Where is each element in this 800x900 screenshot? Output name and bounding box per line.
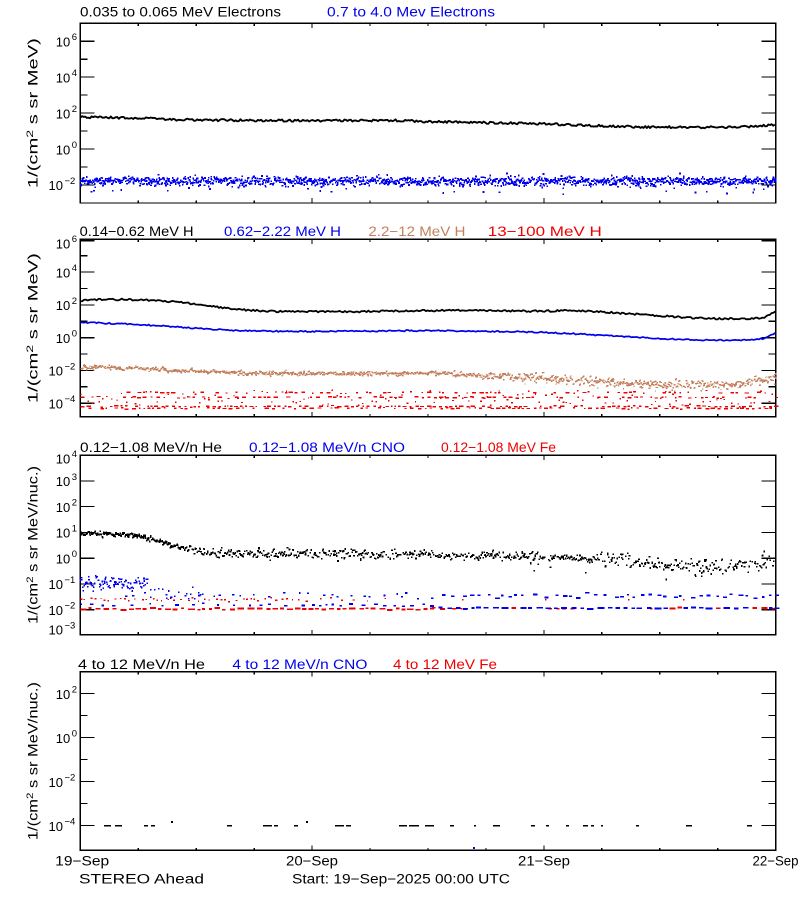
svg-text:22−Sep: 22−Sep bbox=[753, 854, 799, 869]
svg-text:0.12−1.08 MeV/n He: 0.12−1.08 MeV/n He bbox=[80, 440, 222, 455]
svg-text:0.62−2.22 MeV H: 0.62−2.22 MeV H bbox=[224, 224, 341, 239]
svg-text:2.2−12 MeV H: 2.2−12 MeV H bbox=[368, 224, 465, 239]
svg-text:19−Sep: 19−Sep bbox=[55, 854, 109, 869]
svg-text:4 to 12 MeV/n He: 4 to 12 MeV/n He bbox=[78, 657, 205, 672]
svg-text:4 to 12 MeV Fe: 4 to 12 MeV Fe bbox=[393, 657, 497, 672]
svg-text:0.12−1.08 MeV/n CNO: 0.12−1.08 MeV/n CNO bbox=[249, 440, 405, 455]
svg-text:1/(cm2 s sr MeV): 1/(cm2 s sr MeV) bbox=[25, 38, 41, 188]
svg-text:21−Sep: 21−Sep bbox=[518, 854, 570, 869]
svg-text:0.035 to 0.065 MeV Electrons: 0.035 to 0.065 MeV Electrons bbox=[80, 4, 281, 19]
svg-text:Start: 19−Sep−2025 00:00 UTC: Start: 19−Sep−2025 00:00 UTC bbox=[292, 872, 510, 887]
svg-text:0.7 to 4.0 Mev Electrons: 0.7 to 4.0 Mev Electrons bbox=[327, 4, 495, 19]
svg-text:0.14−0.62 MeV H: 0.14−0.62 MeV H bbox=[80, 224, 194, 239]
svg-text:STEREO Ahead: STEREO Ahead bbox=[79, 872, 204, 887]
svg-text:0.12−1.08 MeV Fe: 0.12−1.08 MeV Fe bbox=[441, 440, 556, 455]
svg-text:4 to 12 MeV/n CNO: 4 to 12 MeV/n CNO bbox=[232, 657, 367, 672]
svg-text:20−Sep: 20−Sep bbox=[286, 854, 338, 869]
svg-text:1/(cm2 s sr MeV): 1/(cm2 s sr MeV) bbox=[25, 253, 41, 403]
svg-text:1/(cm2 s sr MeV/nuc.): 1/(cm2 s sr MeV/nuc.) bbox=[25, 682, 41, 840]
svg-text:13−100 MeV H: 13−100 MeV H bbox=[488, 224, 602, 239]
svg-text:1/(cm2 s sr MeV/nuc.): 1/(cm2 s sr MeV/nuc.) bbox=[25, 466, 41, 624]
